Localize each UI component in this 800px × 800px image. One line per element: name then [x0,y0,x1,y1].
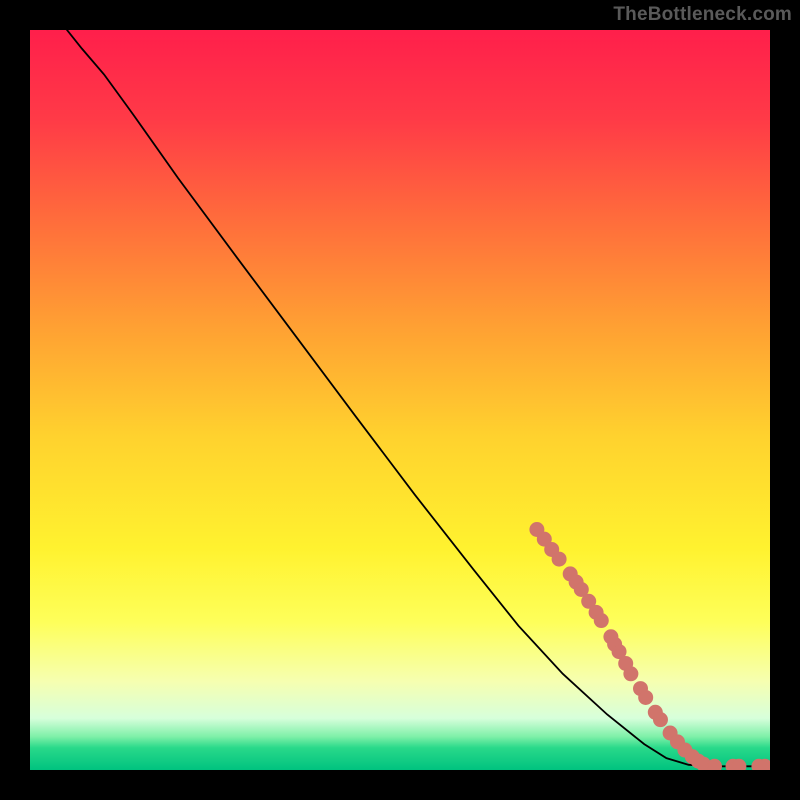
gradient-background [30,30,770,770]
data-marker [624,667,638,681]
data-marker [594,614,608,628]
data-marker [758,759,770,770]
chart-frame: TheBottleneck.com [0,0,800,800]
attribution-label: TheBottleneck.com [613,4,792,26]
data-marker [552,552,566,566]
data-marker [732,759,746,770]
chart-svg [30,30,770,770]
data-marker [653,713,667,727]
plot-area [30,30,770,770]
data-marker [708,759,722,770]
data-marker [639,690,653,704]
